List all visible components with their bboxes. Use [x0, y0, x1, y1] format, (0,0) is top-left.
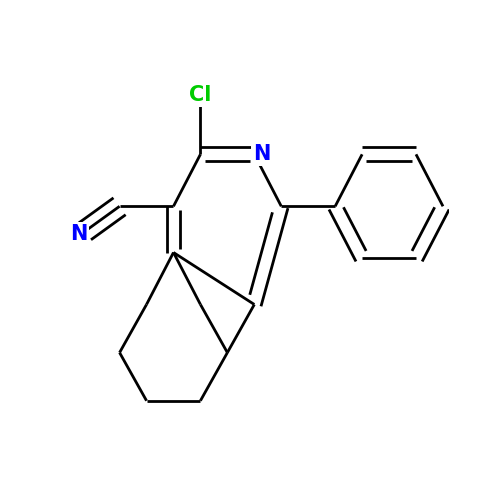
Text: Cl: Cl	[189, 84, 212, 104]
Text: N: N	[70, 224, 87, 244]
Text: N: N	[254, 144, 270, 165]
